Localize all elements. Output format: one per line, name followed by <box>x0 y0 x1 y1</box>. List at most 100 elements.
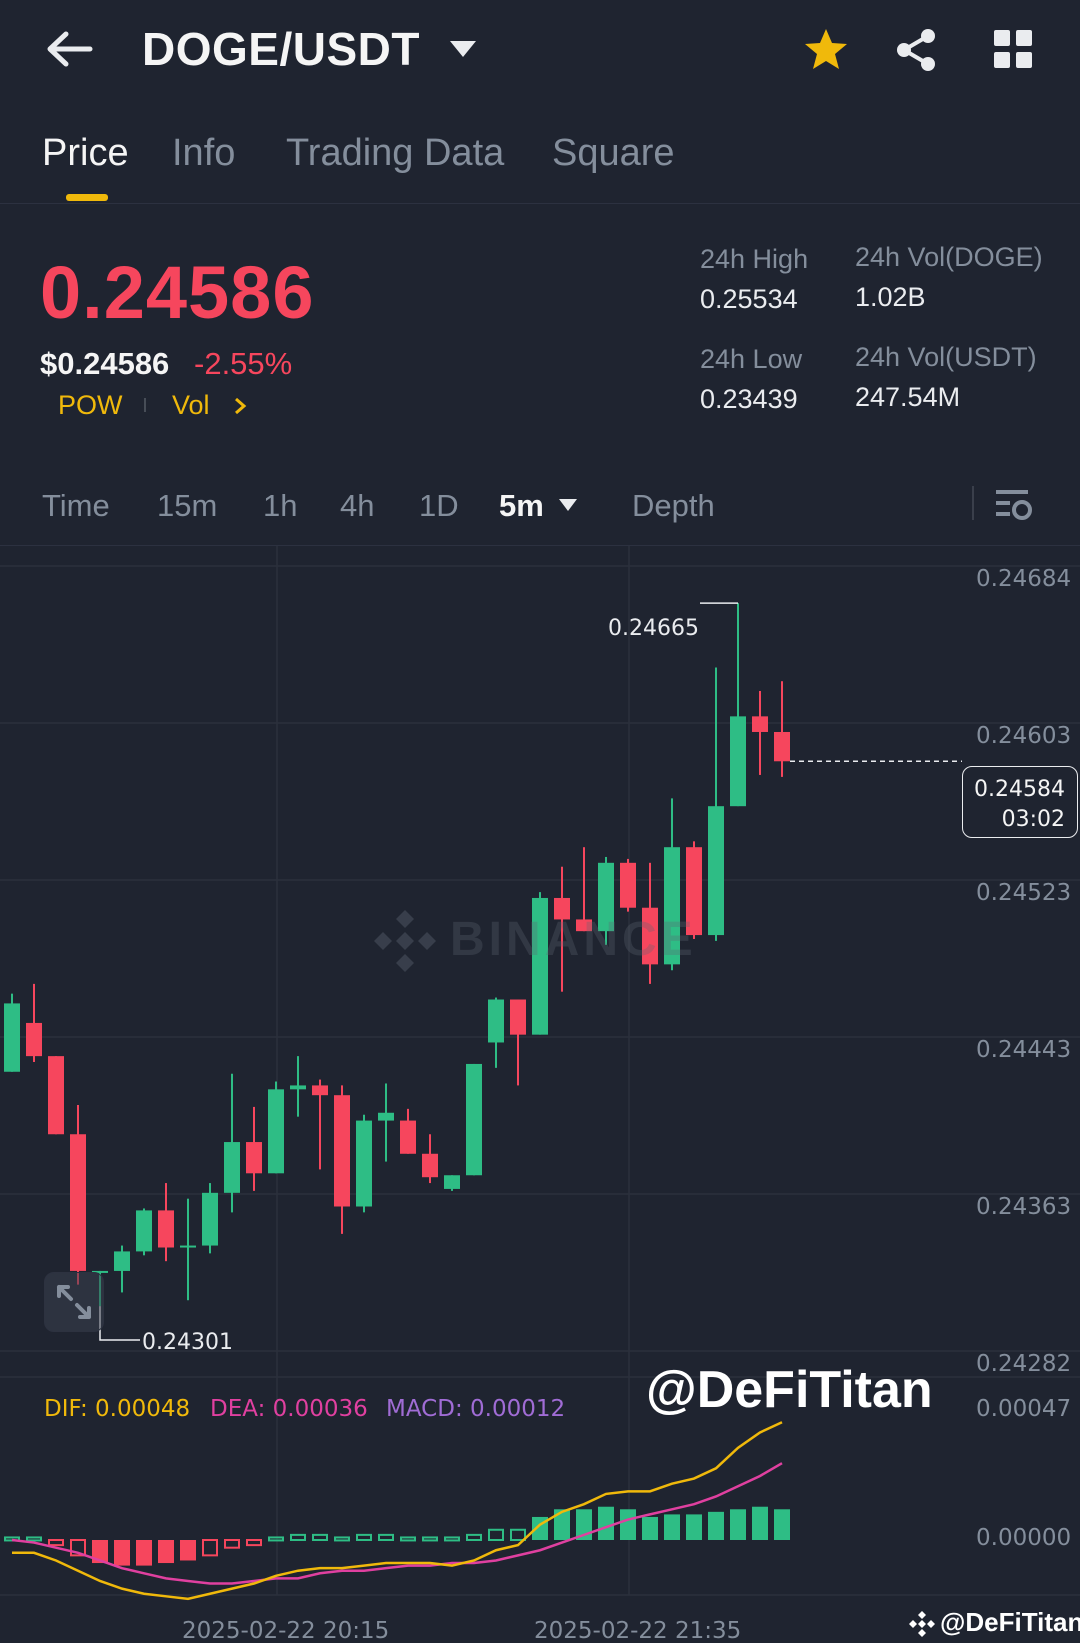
macd-histogram-bar <box>356 1533 372 1542</box>
y-tick-label: 0.24684 <box>976 566 1072 592</box>
interval-1d[interactable]: 1D <box>419 488 459 523</box>
candle-body <box>554 897 570 920</box>
candle-body <box>268 1089 284 1174</box>
macd-histogram-bar <box>488 1528 504 1542</box>
stat-high-value: 0.25534 <box>700 284 798 314</box>
back-arrow-icon[interactable] <box>44 26 94 72</box>
y-tick-label: 0.24523 <box>976 880 1072 906</box>
stat-vol-base-label: 24h Vol(DOGE) <box>855 242 1043 272</box>
footer-brand: @DeFiTitan <box>908 1605 1080 1641</box>
price-change-pct: -2.55% <box>194 346 293 381</box>
handle-overlay: @DeFiTitan <box>646 1361 933 1419</box>
candle-body <box>708 806 724 936</box>
candle-body <box>224 1142 240 1193</box>
interval-divider <box>972 486 974 520</box>
grid-icon[interactable] <box>992 28 1034 70</box>
tag-vol[interactable]: Vol <box>172 390 210 420</box>
star-icon[interactable] <box>802 26 850 74</box>
candle-body <box>136 1210 152 1252</box>
tab-bar: Price Info Trading Data Square <box>0 120 1080 204</box>
macd-histogram-bar <box>92 1540 108 1564</box>
pair-title[interactable]: DOGE/USDT <box>142 23 420 75</box>
macd-dea-line <box>11 1462 783 1585</box>
macd-histogram-bar <box>224 1539 240 1549</box>
price-chart[interactable] <box>0 546 1080 1643</box>
macd-dif-line <box>12 1421 783 1601</box>
candle-body <box>752 716 768 732</box>
macd-histogram-bar <box>730 1509 746 1540</box>
tab-square[interactable]: Square <box>552 132 675 174</box>
macd-histogram-bar <box>246 1539 262 1547</box>
x-tick-label: 2025-02-22 20:15 <box>182 1618 390 1643</box>
chart-settings-icon[interactable] <box>994 484 1034 524</box>
candle-body <box>26 1022 42 1057</box>
candle-body <box>510 999 526 1035</box>
macd-dif-label: DIF: 0.00048 <box>44 1396 191 1422</box>
candle-body <box>730 716 746 807</box>
caret-down-icon[interactable] <box>448 38 478 60</box>
macd-histogram-bar <box>290 1533 306 1542</box>
macd-histogram-bar <box>114 1540 130 1566</box>
stat-high-label: 24h High <box>700 244 809 274</box>
macd-histogram-bar <box>312 1533 328 1542</box>
candle-body <box>70 1134 86 1271</box>
candle-body <box>664 847 680 965</box>
fullscreen-button[interactable] <box>44 1272 104 1332</box>
watermark-text: BINANCE <box>450 913 697 966</box>
stat-vol-quote-value: 247.54M <box>855 382 961 412</box>
macd-dea-label: DEA: 0.00036 <box>210 1396 368 1422</box>
stat-low-value: 0.23439 <box>700 384 798 414</box>
binance-watermark-logo <box>374 910 436 972</box>
macd-histogram-bar <box>400 1536 416 1542</box>
interval-depth[interactable]: Depth <box>632 488 715 523</box>
y-tick-label: 0.24282 <box>976 1351 1072 1377</box>
candle-countdown: 03:02 <box>1001 807 1065 832</box>
candle-body <box>686 847 702 936</box>
macd-y-tick-label: 0.00000 <box>976 1525 1072 1551</box>
y-tick-label: 0.24603 <box>976 723 1072 749</box>
last-price-marker-value: 0.24584 <box>974 777 1065 802</box>
interval-time[interactable]: Time <box>42 488 110 523</box>
candle-body <box>4 1003 20 1072</box>
candle-body <box>620 862 636 908</box>
macd-histogram-bar <box>664 1514 680 1540</box>
macd-histogram-bar <box>708 1511 724 1540</box>
macd-histogram-bar <box>422 1536 438 1542</box>
candle-body <box>114 1251 130 1271</box>
candle-body <box>444 1175 460 1189</box>
candle-body <box>642 907 658 965</box>
caret-down-icon[interactable] <box>558 498 578 512</box>
candle-body <box>202 1192 218 1246</box>
macd-histogram-bar <box>642 1516 658 1540</box>
candle-body <box>246 1142 262 1174</box>
candle-body <box>532 897 548 1035</box>
binance-logo-icon <box>909 1611 935 1637</box>
share-icon[interactable] <box>894 28 938 72</box>
interval-15m[interactable]: 15m <box>157 488 218 523</box>
macd-histogram-bar <box>510 1528 526 1542</box>
chevron-right-icon[interactable] <box>232 396 248 416</box>
candle-body <box>400 1120 416 1154</box>
stat-low-label: 24h Low <box>700 344 803 374</box>
candle-body <box>774 731 790 762</box>
interval-1h[interactable]: 1h <box>263 488 298 523</box>
stat-vol-quote-label: 24h Vol(USDT) <box>855 342 1037 372</box>
macd-histogram-bar <box>180 1540 196 1561</box>
high-marker-label: 0.24665 <box>608 616 699 641</box>
interval-5m[interactable]: 5m <box>499 488 544 523</box>
usd-price: $0.24586 <box>40 346 170 381</box>
tag-pow[interactable]: POW <box>58 390 123 420</box>
macd-value-label: MACD: 0.00012 <box>386 1396 566 1422</box>
tab-info[interactable]: Info <box>172 132 236 174</box>
candle-body <box>378 1112 394 1121</box>
macd-histogram-bar <box>598 1506 614 1540</box>
interval-4h[interactable]: 4h <box>340 488 375 523</box>
tab-price[interactable]: Price <box>42 132 129 174</box>
chart-area[interactable] <box>0 546 1080 1643</box>
candle-body <box>180 1245 196 1248</box>
macd-histogram-bar <box>70 1539 86 1557</box>
y-tick-label: 0.24443 <box>976 1037 1072 1063</box>
tab-trading-data[interactable]: Trading Data <box>286 132 505 174</box>
macd-histogram-bar <box>752 1506 768 1540</box>
macd-histogram-bar <box>620 1509 636 1540</box>
